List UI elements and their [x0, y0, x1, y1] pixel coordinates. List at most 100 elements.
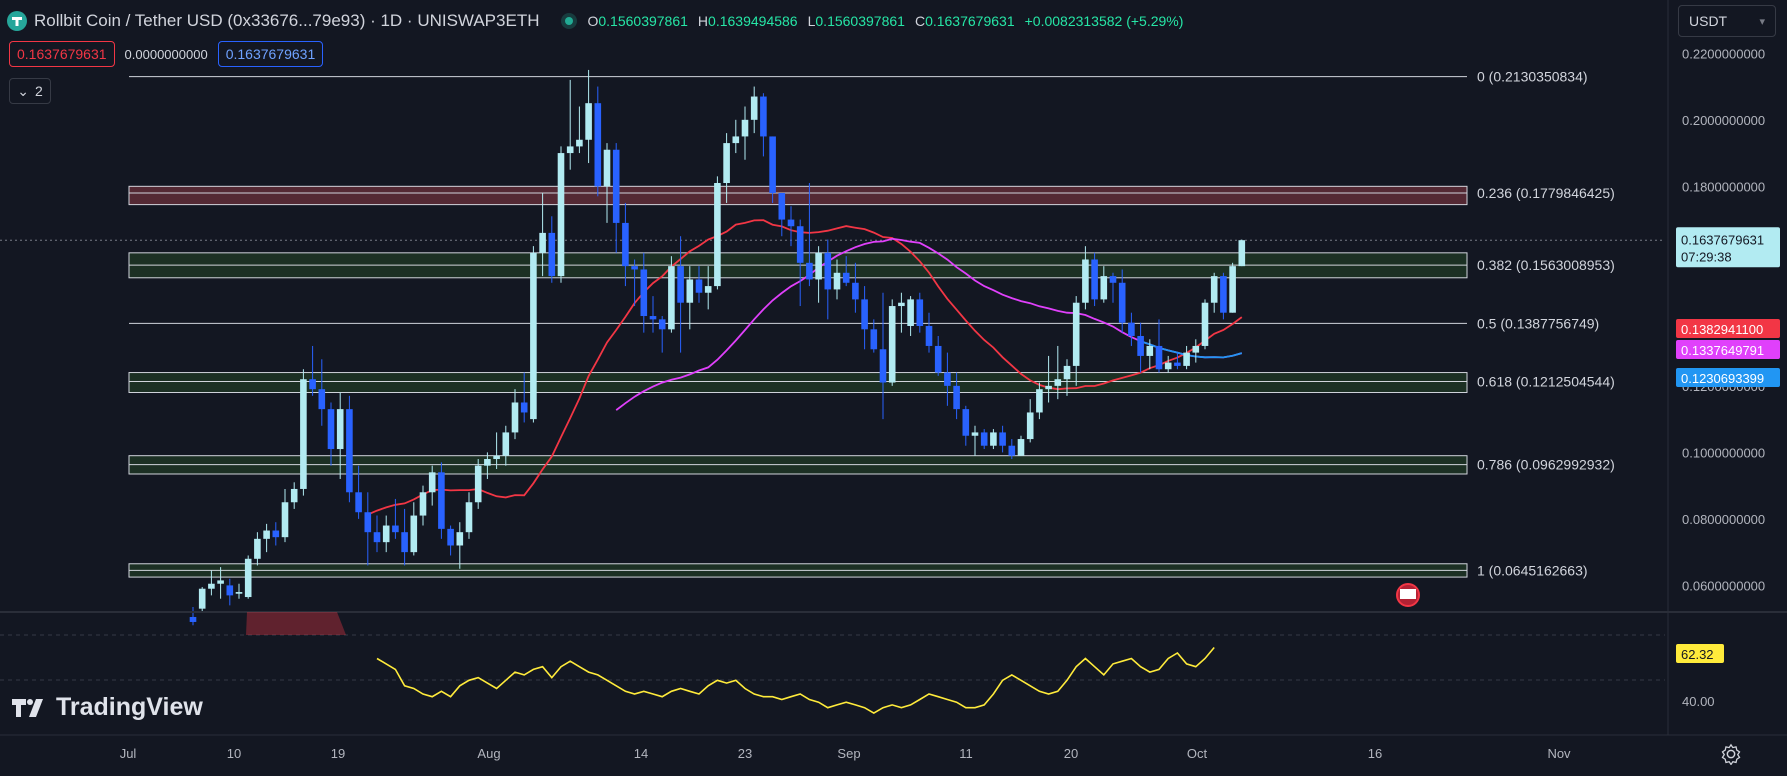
candle-body — [1082, 259, 1089, 303]
candle-body — [576, 139, 583, 147]
candle-body — [612, 149, 620, 223]
ohlc-item: +0.0082313582 (+5.29%) — [1025, 13, 1184, 29]
time-axis-tick: 11 — [959, 746, 973, 761]
candle-body — [732, 136, 740, 144]
candle-body — [1026, 412, 1034, 440]
indicators-toggle[interactable]: ⌄ 2 — [9, 78, 51, 104]
candle-body — [944, 372, 951, 386]
sell-price-button[interactable]: 0.1637679631 — [9, 41, 115, 67]
candle-body — [465, 502, 473, 533]
tradingview-logo[interactable]: TradingView — [12, 693, 203, 722]
candle-body — [677, 266, 684, 303]
candle-body — [1164, 362, 1172, 370]
candle-body — [346, 409, 353, 493]
candle-body — [428, 472, 436, 493]
ohlc-value: 0.1637679631 — [925, 13, 1015, 29]
candle-body — [309, 379, 316, 390]
candle-body — [1201, 302, 1209, 346]
candle-body — [796, 226, 804, 263]
candle-body — [511, 402, 519, 433]
last-price-badge — [1676, 227, 1780, 268]
fib-label: 0.236 (0.1779846425) — [1477, 185, 1615, 201]
ma-value-label: 0.1230693399 — [1681, 371, 1764, 386]
rsi-axis-tick: 40.00 — [1682, 694, 1715, 709]
candle-body — [953, 385, 960, 410]
candle-body — [1091, 259, 1098, 300]
candle-body — [668, 266, 675, 330]
candle-body — [999, 432, 1006, 446]
candle-body — [898, 302, 905, 307]
price-axis-tick: 0.2200000000 — [1682, 46, 1765, 61]
candle-body — [226, 585, 234, 596]
time-axis-tick: 23 — [738, 746, 752, 761]
candle-body — [852, 282, 859, 300]
ohlc-values: O 0.1560397861 H 0.1639494586 L 0.1560397861 C… — [587, 13, 1183, 29]
candle-body — [474, 465, 482, 503]
countdown-label: 07:29:38 — [1681, 249, 1732, 264]
candle-body — [870, 329, 878, 350]
currency-select[interactable]: USDT ▾ — [1678, 5, 1776, 37]
candle-body — [879, 349, 887, 383]
spread-value: 0.0000000000 — [124, 46, 208, 62]
ma-value-label: 0.1382941100 — [1681, 322, 1763, 337]
ohlc-value: 0.1639494586 — [708, 13, 798, 29]
candle-body — [1128, 322, 1135, 336]
candle-body — [327, 409, 335, 450]
candle-body — [769, 136, 776, 193]
indicator-count: 2 — [34, 83, 43, 99]
time-axis-tick: Sep — [837, 746, 860, 761]
price-axis-tick: 0.0600000000 — [1682, 578, 1765, 593]
candle-body — [750, 96, 758, 120]
symbol-title[interactable]: Rollbit Coin / Tether USD (0x33676...79e… — [34, 11, 540, 30]
candle-body — [1045, 385, 1052, 390]
ohlc-key: C — [914, 13, 926, 29]
gear-icon[interactable] — [1720, 743, 1742, 765]
time-axis-tick: 20 — [1064, 746, 1078, 761]
buy-price-button[interactable]: 0.1637679631 — [217, 41, 324, 67]
price-axis-tick: 0.1800000000 — [1682, 179, 1765, 194]
chevron-down-icon: ⌄ — [17, 82, 29, 99]
candle-body — [686, 279, 694, 303]
price-axis-tick: 0.0800000000 — [1682, 512, 1765, 527]
candle-body — [649, 316, 657, 320]
ohlc-value: 0.1560397861 — [598, 13, 688, 29]
moving-average-line — [367, 219, 1243, 516]
market-status-icon[interactable] — [565, 17, 574, 25]
price-axis-tick: 0.1000000000 — [1682, 445, 1765, 460]
fib-zone — [128, 185, 1468, 206]
candle-body — [1008, 445, 1016, 456]
candle-body — [916, 299, 924, 326]
candle-body — [502, 432, 510, 456]
time-axis-tick: 14 — [634, 746, 648, 761]
candle-body — [318, 389, 326, 410]
candle-body — [493, 455, 500, 460]
candle-body — [1118, 282, 1126, 323]
ohlc-key: H — [697, 13, 709, 29]
candle-body — [557, 153, 565, 277]
candle-body — [1238, 240, 1246, 267]
ohlc-item: L 0.1560397861 — [808, 13, 905, 29]
time-axis-tick: 10 — [227, 746, 241, 761]
candle-body — [1174, 362, 1181, 366]
candle-body — [189, 616, 197, 622]
candle-body — [971, 432, 979, 436]
candle-body — [631, 266, 638, 270]
candle-body — [382, 525, 390, 543]
ma-value-badge — [1676, 368, 1780, 387]
candle-body — [1063, 365, 1071, 380]
fib-label: 0.618 (0.1212504544) — [1477, 374, 1615, 390]
time-axis-tick: Nov — [1547, 746, 1571, 761]
rsi-value-label: 62.32 — [1681, 647, 1714, 662]
time-axis-tick: Oct — [1187, 746, 1208, 761]
candle-body — [714, 183, 721, 287]
candle-body — [741, 119, 749, 137]
time-axis-tick: 19 — [331, 746, 345, 761]
candle-body — [815, 252, 822, 280]
candle-body — [778, 192, 786, 220]
candle-body — [217, 580, 224, 584]
ohlc-value: 0.1560397861 — [815, 13, 905, 29]
candle-body — [548, 232, 556, 277]
candle-body — [824, 252, 832, 290]
candle-body — [539, 232, 546, 253]
